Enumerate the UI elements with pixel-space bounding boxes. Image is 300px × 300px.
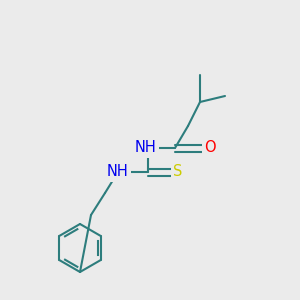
- Text: NH: NH: [135, 140, 157, 155]
- Text: S: S: [173, 164, 183, 179]
- Text: O: O: [204, 140, 216, 155]
- Text: NH: NH: [107, 164, 129, 179]
